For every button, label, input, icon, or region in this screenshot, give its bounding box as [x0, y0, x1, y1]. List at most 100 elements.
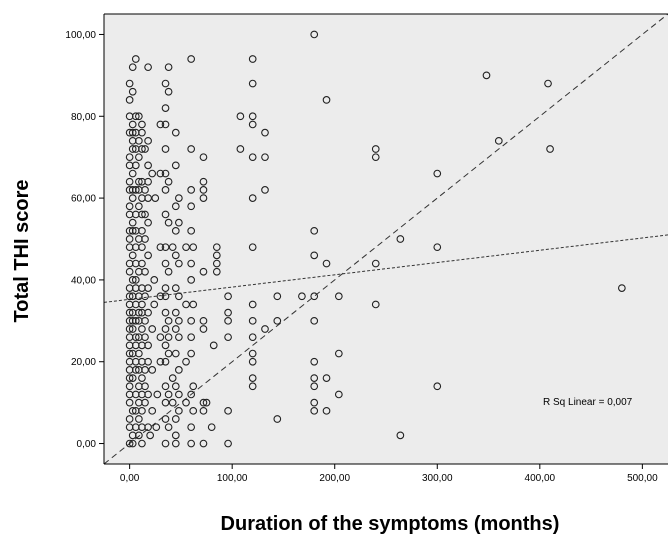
data-point [161, 325, 170, 333]
data-point [141, 333, 149, 342]
data-point [322, 406, 331, 415]
data-point [131, 276, 140, 284]
data-point [156, 292, 165, 301]
data-point [128, 406, 137, 415]
data-point [334, 292, 343, 301]
data-point [261, 128, 269, 137]
data-point [125, 292, 134, 301]
data-point [128, 218, 137, 227]
data-point [544, 79, 552, 88]
data-point [153, 390, 162, 399]
data-point [138, 128, 146, 137]
data-point [433, 382, 442, 391]
data-point [273, 415, 282, 423]
data-point [187, 333, 196, 342]
data-point [125, 398, 134, 407]
data-point [125, 96, 134, 104]
r-squared-annotation: R Sq Linear = 0,007 [543, 397, 633, 408]
data-point [164, 423, 173, 432]
data-point [125, 308, 134, 317]
data-point [199, 194, 208, 202]
data-point [175, 333, 183, 342]
data-point [187, 316, 196, 325]
x-tick-label: 200,00 [319, 473, 350, 484]
data-point [433, 169, 442, 178]
data-point [141, 398, 149, 407]
data-point [161, 415, 170, 423]
x-tick-label: 400,00 [525, 473, 556, 484]
data-point [161, 186, 170, 194]
data-point [161, 341, 170, 350]
data-point [141, 235, 149, 243]
data-point [248, 300, 257, 309]
data-point [310, 30, 319, 39]
data-point [144, 423, 152, 432]
data-point [212, 259, 221, 268]
data-point [310, 316, 319, 325]
data-point [135, 415, 143, 423]
data-point [310, 382, 319, 391]
data-point [125, 382, 134, 391]
data-point [310, 398, 319, 407]
data-point [128, 325, 137, 333]
data-point [168, 243, 177, 252]
data-point [187, 145, 196, 153]
data-point [371, 300, 380, 309]
data-point [135, 308, 143, 317]
data-point [171, 226, 180, 235]
data-point [482, 71, 491, 80]
data-point [144, 251, 152, 260]
y-tick-label: 80,00 [71, 112, 96, 123]
data-point [171, 325, 180, 333]
data-point [310, 406, 319, 415]
data-point [164, 87, 173, 96]
data-point [171, 284, 180, 292]
data-point [131, 366, 140, 374]
data-point [161, 398, 170, 407]
data-point [152, 423, 161, 432]
data-point [187, 226, 196, 235]
y-tick-label: 60,00 [71, 194, 96, 205]
data-point [175, 292, 183, 301]
data-point [125, 267, 134, 276]
data-point [171, 251, 180, 260]
data-point [189, 406, 198, 415]
data-point [161, 284, 170, 292]
data-point [161, 292, 170, 301]
data-point [236, 145, 245, 153]
data-point [182, 243, 190, 252]
data-point [168, 398, 177, 407]
data-point [209, 341, 218, 350]
data-point [144, 161, 152, 170]
data-point [161, 79, 170, 88]
data-point [128, 63, 137, 72]
data-point [171, 415, 180, 423]
data-point [248, 349, 257, 358]
data-point [248, 112, 257, 121]
data-point [128, 145, 137, 153]
data-point [171, 439, 180, 448]
data-point [161, 357, 170, 366]
identity-line [103, 13, 668, 465]
data-point [187, 439, 196, 448]
data-point [248, 120, 257, 129]
data-point [248, 153, 257, 162]
data-point [212, 267, 221, 276]
data-point [161, 259, 170, 268]
data-point [138, 374, 146, 382]
data-point [171, 161, 180, 170]
data-point [141, 366, 149, 374]
data-point [175, 366, 183, 374]
data-point [199, 398, 208, 407]
data-point [224, 406, 232, 415]
data-point [144, 194, 152, 202]
data-point [334, 390, 343, 399]
data-point [141, 292, 149, 301]
reference-lines [103, 13, 668, 465]
data-point [187, 202, 196, 211]
data-point [182, 300, 190, 309]
data-point [128, 128, 137, 137]
data-point [125, 79, 134, 88]
data-point [144, 308, 152, 317]
